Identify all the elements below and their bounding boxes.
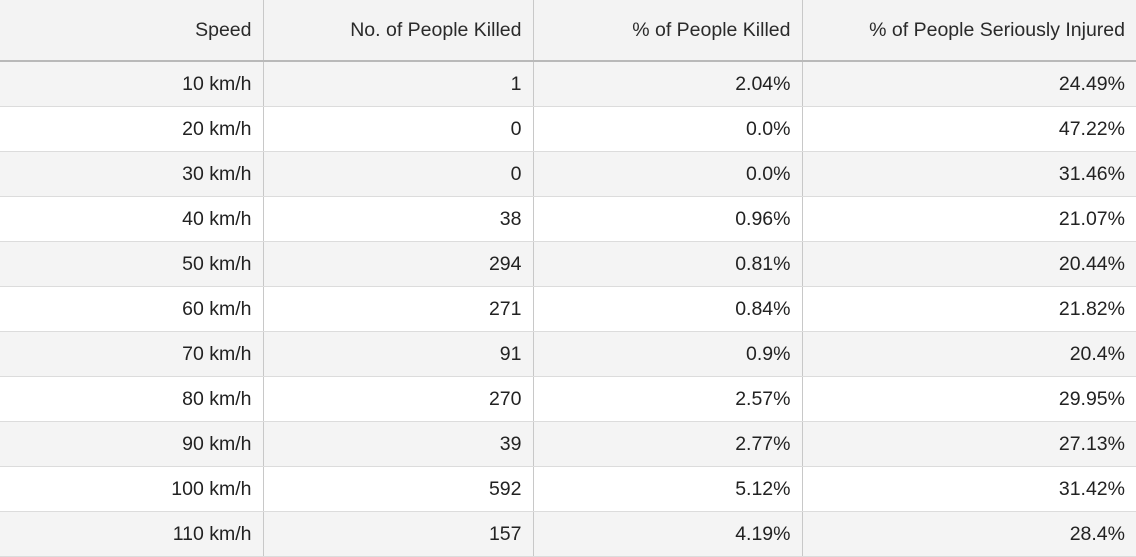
table-row[interactable]: 60 km/h 271 0.84% 21.82% bbox=[0, 286, 1136, 332]
percent-seriously-injured-cell[interactable]: 24.49% bbox=[802, 61, 1136, 107]
speed-cell[interactable]: 20 km/h bbox=[0, 106, 264, 152]
table-header: Speed No. of People Killed % of People K… bbox=[0, 0, 1136, 62]
percent-seriously-injured-cell[interactable]: 21.82% bbox=[802, 286, 1136, 332]
people-killed-cell[interactable]: 270 bbox=[263, 376, 534, 422]
table-body: 10 km/h 1 2.04% 24.49% 20 km/h 0 0.0% 47.22% 30 … bbox=[0, 61, 1136, 557]
people-killed-cell[interactable]: 157 bbox=[263, 511, 534, 557]
speed-cell[interactable]: 60 km/h bbox=[0, 286, 264, 332]
percent-seriously-injured-cell[interactable]: 28.4% bbox=[802, 511, 1136, 557]
speed-cell[interactable]: 10 km/h bbox=[0, 61, 264, 107]
percent-killed-cell[interactable]: 2.57% bbox=[533, 376, 803, 422]
percent-killed-cell[interactable]: 2.04% bbox=[533, 61, 803, 107]
people-killed-cell[interactable]: 0 bbox=[263, 106, 534, 152]
speed-cell[interactable]: 100 km/h bbox=[0, 466, 264, 512]
table-row[interactable]: 20 km/h 0 0.0% 47.22% bbox=[0, 106, 1136, 152]
speed-cell[interactable]: 110 km/h bbox=[0, 511, 264, 557]
table-row[interactable]: 30 km/h 0 0.0% 31.46% bbox=[0, 151, 1136, 197]
percent-killed-cell[interactable]: 0.84% bbox=[533, 286, 803, 332]
speed-cell[interactable]: 50 km/h bbox=[0, 241, 264, 287]
percent-seriously-injured-cell[interactable]: 20.4% bbox=[802, 331, 1136, 377]
percent-seriously-injured-cell[interactable]: 29.95% bbox=[802, 376, 1136, 422]
people-killed-cell[interactable]: 0 bbox=[263, 151, 534, 197]
percent-killed-cell[interactable]: 0.9% bbox=[533, 331, 803, 377]
people-killed-cell[interactable]: 592 bbox=[263, 466, 534, 512]
column-header-percent-seriously-injured[interactable]: % of People Seriously Injured bbox=[802, 0, 1136, 62]
people-killed-cell[interactable]: 39 bbox=[263, 421, 534, 467]
percent-killed-cell[interactable]: 2.77% bbox=[533, 421, 803, 467]
header-row: Speed No. of People Killed % of People K… bbox=[0, 0, 1136, 62]
table-row[interactable]: 50 km/h 294 0.81% 20.44% bbox=[0, 241, 1136, 287]
percent-seriously-injured-cell[interactable]: 31.42% bbox=[802, 466, 1136, 512]
percent-killed-cell[interactable]: 4.19% bbox=[533, 511, 803, 557]
speed-cell[interactable]: 90 km/h bbox=[0, 421, 264, 467]
percent-seriously-injured-cell[interactable]: 31.46% bbox=[802, 151, 1136, 197]
table-row[interactable]: 90 km/h 39 2.77% 27.13% bbox=[0, 421, 1136, 467]
percent-seriously-injured-cell[interactable]: 27.13% bbox=[802, 421, 1136, 467]
column-header-people-killed[interactable]: No. of People Killed bbox=[263, 0, 534, 62]
table-row[interactable]: 80 km/h 270 2.57% 29.95% bbox=[0, 376, 1136, 422]
speed-cell[interactable]: 80 km/h bbox=[0, 376, 264, 422]
percent-killed-cell[interactable]: 0.0% bbox=[533, 106, 803, 152]
table-row[interactable]: 10 km/h 1 2.04% 24.49% bbox=[0, 61, 1136, 107]
speed-cell[interactable]: 30 km/h bbox=[0, 151, 264, 197]
table-row[interactable]: 40 km/h 38 0.96% 21.07% bbox=[0, 196, 1136, 242]
speed-cell[interactable]: 70 km/h bbox=[0, 331, 264, 377]
percent-killed-cell[interactable]: 0.81% bbox=[533, 241, 803, 287]
people-killed-cell[interactable]: 91 bbox=[263, 331, 534, 377]
people-killed-cell[interactable]: 271 bbox=[263, 286, 534, 332]
percent-killed-cell[interactable]: 5.12% bbox=[533, 466, 803, 512]
people-killed-cell[interactable]: 38 bbox=[263, 196, 534, 242]
speed-cell[interactable]: 40 km/h bbox=[0, 196, 264, 242]
people-killed-cell[interactable]: 1 bbox=[263, 61, 534, 107]
percent-killed-cell[interactable]: 0.0% bbox=[533, 151, 803, 197]
column-header-speed[interactable]: Speed bbox=[0, 0, 264, 62]
percent-seriously-injured-cell[interactable]: 47.22% bbox=[802, 106, 1136, 152]
table-row[interactable]: 70 km/h 91 0.9% 20.4% bbox=[0, 331, 1136, 377]
column-header-percent-killed[interactable]: % of People Killed bbox=[533, 0, 803, 62]
percent-killed-cell[interactable]: 0.96% bbox=[533, 196, 803, 242]
percent-seriously-injured-cell[interactable]: 21.07% bbox=[802, 196, 1136, 242]
table-row[interactable]: 110 km/h 157 4.19% 28.4% bbox=[0, 511, 1136, 557]
percent-seriously-injured-cell[interactable]: 20.44% bbox=[802, 241, 1136, 287]
people-killed-cell[interactable]: 294 bbox=[263, 241, 534, 287]
table-row[interactable]: 100 km/h 592 5.12% 31.42% bbox=[0, 466, 1136, 512]
